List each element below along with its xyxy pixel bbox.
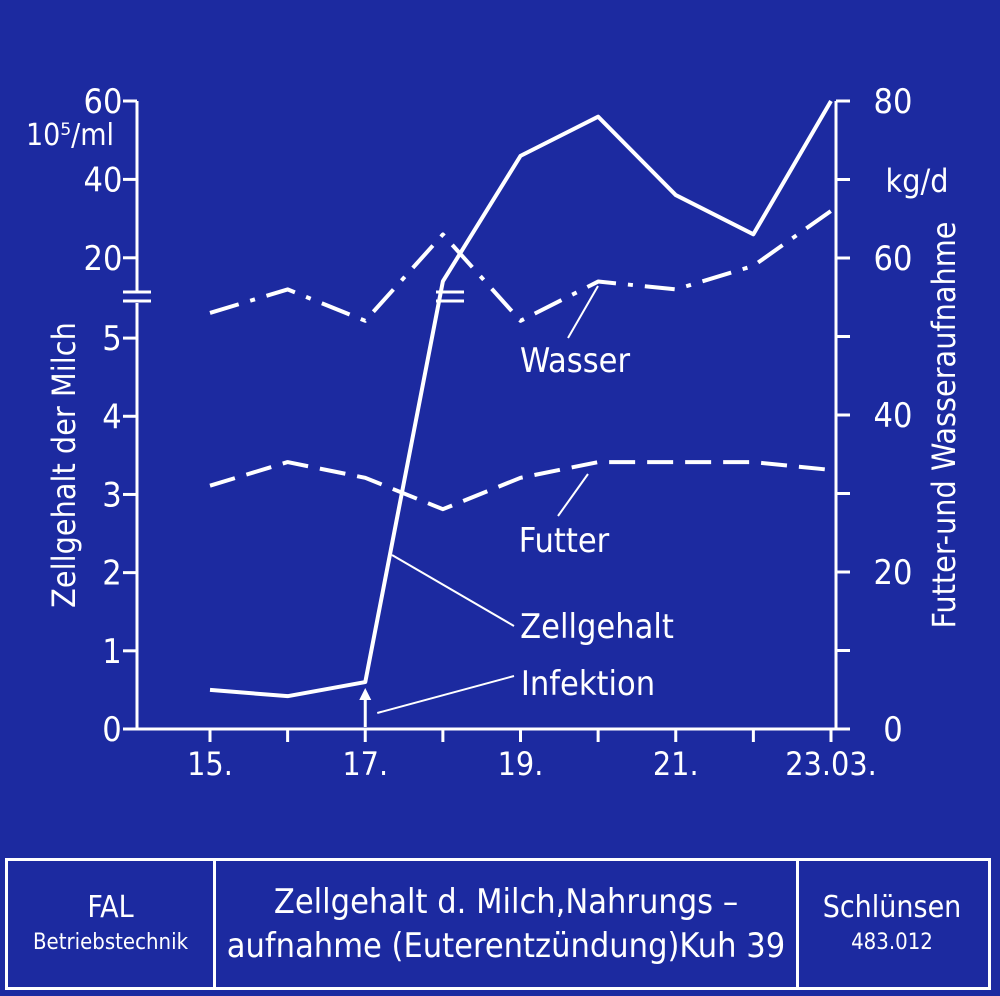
left-tick-label: 2 bbox=[102, 554, 121, 594]
leader-line-infektion bbox=[376, 675, 515, 714]
right-tick-label: 80 bbox=[874, 82, 913, 122]
left-tick-label: 1 bbox=[102, 632, 121, 672]
series-label-wasser: Wasser bbox=[520, 341, 631, 381]
right-tick-label: 40 bbox=[874, 396, 913, 436]
caption-line-2: aufnahme (Euterentzündung)Kuh 39 bbox=[226, 926, 786, 966]
left-tick-label: 0 bbox=[102, 710, 121, 750]
caption-line-1: Zellgehalt d. Milch,Nahrungs – bbox=[273, 882, 739, 922]
right-tick-label: 0 bbox=[883, 710, 902, 750]
author-name: Schlünsen bbox=[822, 890, 962, 925]
left-tick-label: 5 bbox=[102, 319, 121, 359]
title-block: FAL Betriebstechnik Zellgehalt d. Milch,… bbox=[5, 858, 991, 990]
series-label-futter: Futter bbox=[519, 521, 610, 561]
left-tick-label: 3 bbox=[102, 475, 121, 515]
caption-cell: Zellgehalt d. Milch,Nahrungs – aufnahme … bbox=[213, 861, 799, 987]
left-tick-label: 60 bbox=[84, 82, 123, 122]
left-tick-label: 40 bbox=[84, 160, 123, 200]
series-line-zellgehalt bbox=[209, 99, 833, 699]
left-tick-label: 4 bbox=[102, 397, 121, 437]
slide-number: 483.012 bbox=[851, 930, 933, 955]
x-tick-label: 19. bbox=[498, 745, 544, 783]
series-label-zellgehalt: Zellgehalt bbox=[520, 607, 674, 647]
right-tick-label: 20 bbox=[874, 553, 913, 593]
series-line-wasser bbox=[209, 209, 833, 323]
right-tick-label: 60 bbox=[874, 239, 913, 279]
left-axis-unit: 10⁵/ml bbox=[26, 118, 114, 153]
x-tick-label: 17. bbox=[342, 745, 388, 783]
institution-cell: FAL Betriebstechnik bbox=[8, 861, 213, 987]
infektion-arrow-head bbox=[359, 688, 372, 700]
left-axis-label: Zellgehalt der Milch bbox=[45, 322, 83, 608]
annotation-infektion: Infektion bbox=[521, 664, 655, 704]
x-tick-label: 21. bbox=[653, 745, 699, 783]
right-axis-label: Futter-und Wasseraufnahme bbox=[925, 222, 963, 629]
author-cell: Schlünsen 483.012 bbox=[796, 861, 988, 987]
leader-line-zellgehalt bbox=[391, 554, 515, 627]
leader-line-futter bbox=[557, 473, 589, 517]
institution-name: FAL bbox=[87, 890, 134, 925]
right-axis-unit: kg/d bbox=[886, 162, 949, 200]
series-line-futter bbox=[209, 460, 832, 512]
left-tick-label: 20 bbox=[84, 239, 123, 279]
x-tick-label: 15. bbox=[187, 745, 233, 783]
leader-line-wasser bbox=[567, 285, 599, 339]
x-tick-label: 23.03. bbox=[785, 745, 877, 783]
department-name: Betriebstechnik bbox=[32, 930, 189, 955]
